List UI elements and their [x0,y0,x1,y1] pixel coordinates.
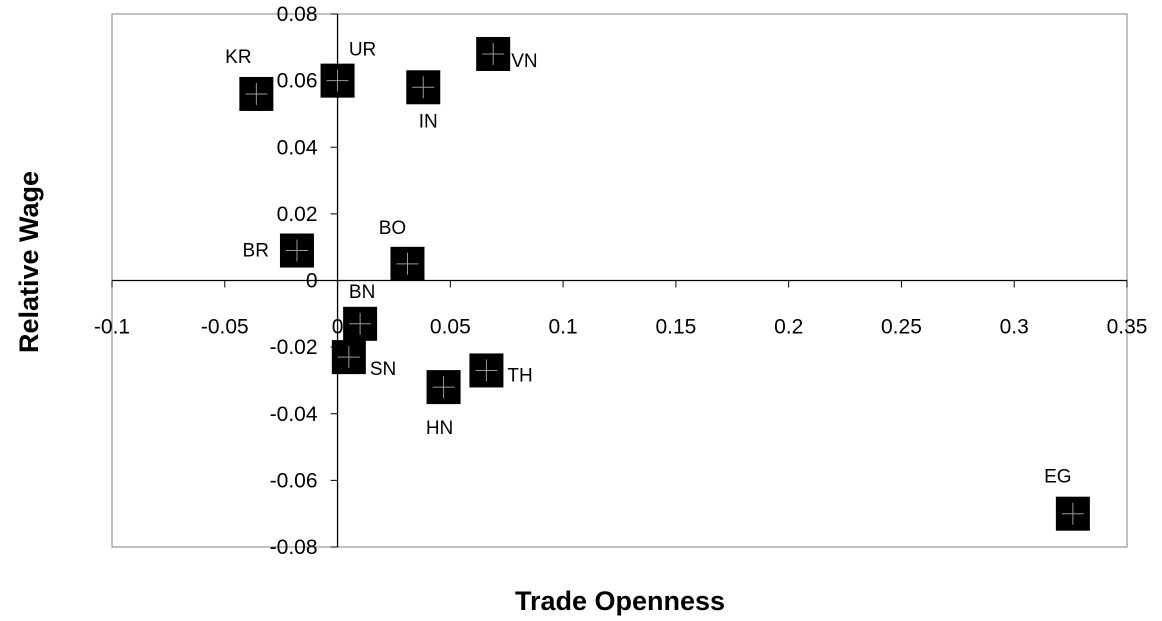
y-tick-label: -0.08 [270,536,318,559]
data-point-sn [331,340,366,375]
y-tick-label: 0.02 [277,203,318,226]
y-tick-label: 0.04 [277,136,318,159]
y-tick-label: -0.02 [270,336,318,359]
x-tick-label: 0.3 [1000,316,1029,339]
x-tick-label: 0.15 [655,316,696,339]
point-label-bo: BO [379,218,406,239]
data-points [239,36,1090,531]
data-point-in [406,70,441,105]
x-tick-label: 0.2 [774,316,803,339]
point-label-br: BR [243,241,269,262]
y-tick-label: -0.04 [270,403,318,426]
data-point-vn [476,36,511,71]
point-label-in: IN [419,111,438,132]
data-point-hn [426,370,461,405]
y-tick-label: 0.06 [277,70,318,93]
data-point-bo [390,246,425,281]
y-tick-label: 0.08 [277,3,318,26]
point-label-vn: VN [511,51,537,72]
x-tick-label: 0.1 [549,316,578,339]
point-label-hn: HN [426,418,453,439]
x-axis-title: Trade Openness [515,586,725,616]
axes [111,13,1128,548]
x-tick-label: 0.35 [1107,316,1148,339]
data-point-th [469,353,504,388]
data-point-kr [239,76,274,111]
data-point-bn [343,306,378,341]
point-label-sn: SN [370,359,396,380]
data-point-br [279,233,314,268]
point-label-eg: EG [1044,467,1071,488]
y-tick-label: -0.06 [270,469,318,492]
x-tick-label: 0.25 [881,316,922,339]
point-label-th: TH [507,365,532,386]
point-label-kr: KR [225,47,251,68]
data-point-eg [1055,496,1090,531]
y-axis-title: Relative Wage [14,171,44,353]
x-tick-label: -0.1 [94,316,130,339]
tick-labels: -0.1 -0.05 0 0.05 0.1 0.15 0.2 0.25 0.3 0.35 -0.08… [94,3,1148,559]
x-tick-label: -0.05 [201,316,249,339]
point-labels: KR UR IN VN BR BO BN SN HN TH EG [225,40,1071,488]
data-point-ur [320,63,355,98]
y-tick-label: 0 [306,270,318,293]
x-tick-label: 0.05 [430,316,471,339]
x-tick-label: 0 [332,316,344,339]
point-label-bn: BN [349,282,375,303]
point-label-ur: UR [349,40,376,61]
